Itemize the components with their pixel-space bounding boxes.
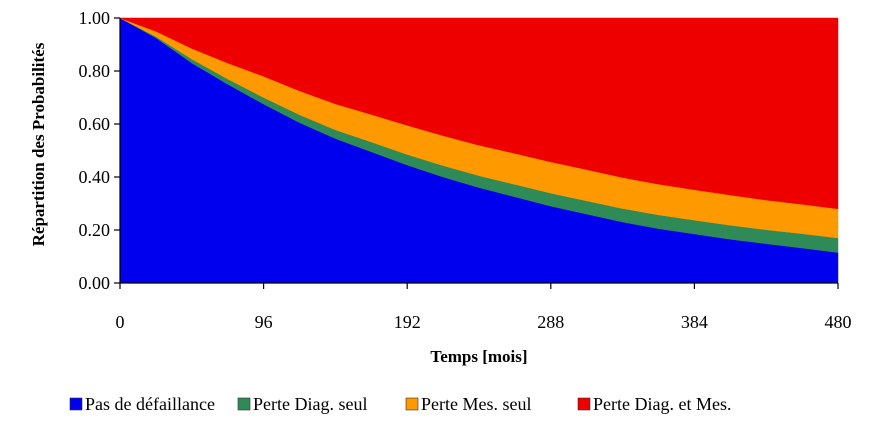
x-tick-label: 96 [255,312,273,332]
legend-swatch [237,397,251,411]
y-ticks: 0.00 0.20 0.40 0.60 0.80 1.00 [79,8,120,293]
x-tick-label: 384 [681,312,708,332]
y-tick-label: 0.60 [79,114,111,134]
y-axis-label: Répartition des Probabilités [29,42,48,246]
x-tick-label: 480 [825,312,852,332]
y-tick-label: 0.40 [79,167,111,187]
legend-swatch [405,397,419,411]
area-series-4 [119,17,839,210]
legend-swatch [577,397,591,411]
y-tick-label: 1.00 [79,8,111,28]
legend: Pas de défaillance Perte Diag. seul Perte … [69,394,731,414]
x-tick-label: 0 [116,312,125,332]
legend-label: Pas de défaillance [85,394,215,414]
y-tick-label: 0.20 [79,220,111,240]
legend-label: Perte Diag. seul [253,394,367,414]
y-tick-label: 0.80 [79,61,111,81]
x-axis-label: Temps [mois] [430,347,527,366]
x-tick-label: 288 [537,312,564,332]
x-tick-label: 192 [394,312,421,332]
legend-label: Perte Diag. et Mes. [593,394,731,414]
axes [119,18,838,284]
legend-swatch [69,397,83,411]
stacked-areas [119,17,839,284]
y-tick-label: 0.00 [79,273,111,293]
x-ticks: 0 96 192 288 384 480 [116,283,852,332]
legend-label: Perte Mes. seul [421,394,531,414]
